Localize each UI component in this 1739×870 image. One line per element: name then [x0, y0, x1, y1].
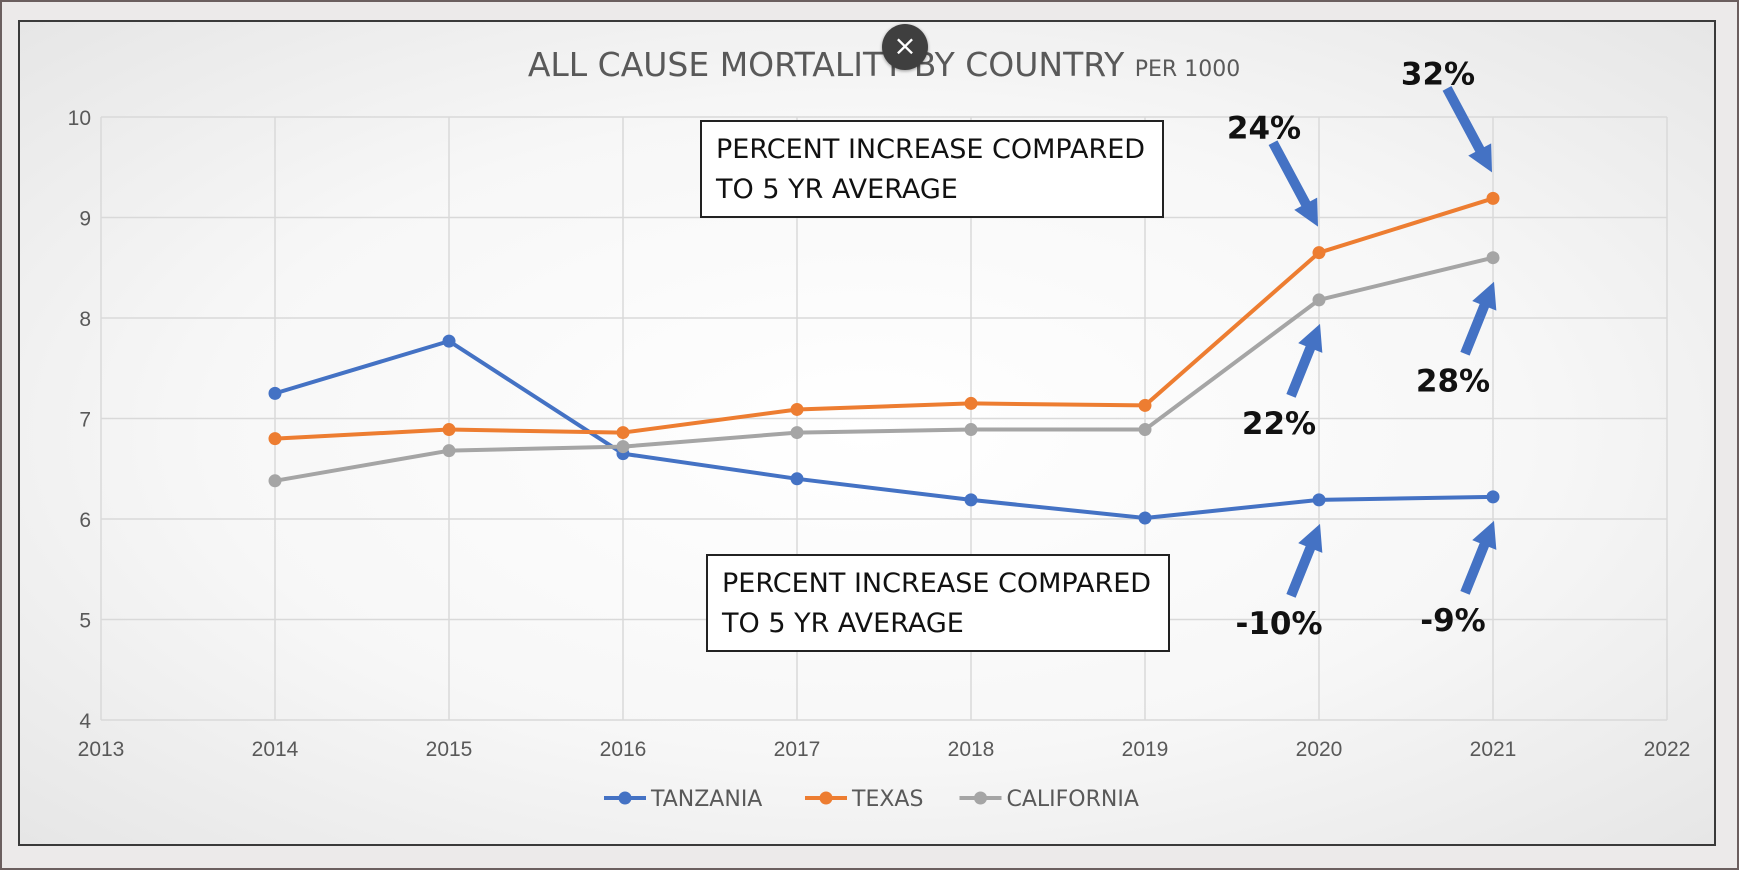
- data-point-tanzania: [1486, 490, 1500, 504]
- data-point-california: [268, 474, 282, 488]
- data-point-california: [1312, 293, 1326, 307]
- x-tick-label: 2016: [600, 738, 647, 761]
- data-point-texas: [268, 432, 282, 446]
- data-point-texas: [790, 402, 804, 416]
- data-point-california: [790, 426, 804, 440]
- x-tick-label: 2014: [252, 738, 299, 761]
- data-point-california: [1486, 251, 1500, 265]
- legend-label-texas: TEXAS: [851, 787, 923, 812]
- close-icon: ×: [893, 29, 917, 62]
- annotation-label: 24%: [1227, 111, 1301, 147]
- series-line-tanzania: [274, 339, 1494, 520]
- data-point-texas: [616, 426, 630, 440]
- data-point-tanzania: [1312, 493, 1326, 507]
- x-tick-label: 2021: [1470, 738, 1517, 761]
- annotation-arrow: [1286, 323, 1323, 398]
- y-tick-label: 8: [79, 308, 91, 331]
- data-point-california: [964, 423, 978, 437]
- data-point-texas: [442, 423, 456, 437]
- x-tick-label: 2020: [1296, 738, 1343, 761]
- data-point-tanzania: [442, 334, 456, 348]
- x-tick-label: 2015: [426, 738, 473, 761]
- chart-card: 2013 2014 2015 2016 2017 2018 2019 2020 2021 2022…: [18, 20, 1716, 846]
- legend-marker-tanzania: [618, 791, 632, 805]
- y-tick-label: 4: [79, 710, 91, 733]
- y-tick-label: 7: [79, 409, 91, 432]
- x-tick-label: 2019: [1122, 738, 1169, 761]
- annotation-arrow: [1286, 523, 1323, 598]
- y-tick-label: 10: [68, 107, 91, 130]
- chart-area: 2013 2014 2015 2016 2017 2018 2019 2020 2021 2022…: [68, 45, 1691, 812]
- lower-note-line-2: TO 5 YR AVERAGE: [722, 608, 964, 639]
- x-tick-label: 2013: [78, 738, 125, 761]
- upper-note-line-2: TO 5 YR AVERAGE: [716, 174, 958, 205]
- annotation-label: -10%: [1235, 606, 1322, 642]
- annotation-arrow: [1460, 520, 1497, 595]
- lower-note-box: PERCENT INCREASE COMPARED TO 5 YR AVERAG…: [706, 554, 1170, 652]
- data-point-texas: [964, 396, 978, 410]
- chart-title: ALL CAUSE MORTALITY BY COUNTRY PER 1000: [528, 45, 1240, 84]
- data-point-texas: [1486, 191, 1500, 205]
- y-tick-label: 6: [79, 509, 91, 532]
- data-point-california: [1138, 423, 1152, 437]
- legend-marker-california: [974, 791, 987, 805]
- legend-marker-texas: [819, 791, 833, 805]
- annotation-label: 32%: [1401, 56, 1475, 92]
- y-tick-label: 9: [79, 208, 91, 231]
- annotation-arrow: [1442, 86, 1492, 173]
- lower-note-line-1: PERCENT INCREASE COMPARED: [722, 568, 1152, 599]
- annotation-label: 28%: [1416, 364, 1490, 400]
- data-point-california: [616, 440, 630, 454]
- upper-note-line-1: PERCENT INCREASE COMPARED: [716, 134, 1146, 165]
- upper-note-box: PERCENT INCREASE COMPARED TO 5 YR AVERAG…: [700, 120, 1164, 218]
- data-point-tanzania: [964, 493, 978, 507]
- annotation-label: 22%: [1242, 406, 1316, 442]
- data-point-california: [442, 444, 456, 458]
- x-tick-label: 2017: [774, 738, 821, 761]
- legend-label-tanzania: TANZANIA: [650, 787, 762, 812]
- x-tick-label: 2018: [948, 738, 995, 761]
- data-point-tanzania: [268, 386, 282, 400]
- close-button[interactable]: ×: [882, 24, 928, 70]
- x-tick-label: 2022: [1644, 738, 1691, 761]
- annotation-label: -9%: [1420, 603, 1486, 639]
- annotation-arrow: [1460, 281, 1497, 356]
- data-point-tanzania: [790, 472, 804, 486]
- data-point-tanzania: [1138, 511, 1152, 525]
- data-point-texas: [1312, 246, 1326, 260]
- chart-subtitle: PER 1000: [1135, 57, 1240, 82]
- data-point-texas: [1138, 398, 1152, 412]
- chart-title-main: ALL CAUSE MORTALITY BY COUNTRY: [528, 45, 1135, 84]
- series-line-california: [274, 255, 1494, 483]
- series-line-texas: [274, 196, 1494, 441]
- annotation-arrow: [1268, 140, 1318, 227]
- legend-label-california: CALIFORNIA: [1007, 787, 1139, 812]
- y-tick-label: 5: [79, 610, 91, 633]
